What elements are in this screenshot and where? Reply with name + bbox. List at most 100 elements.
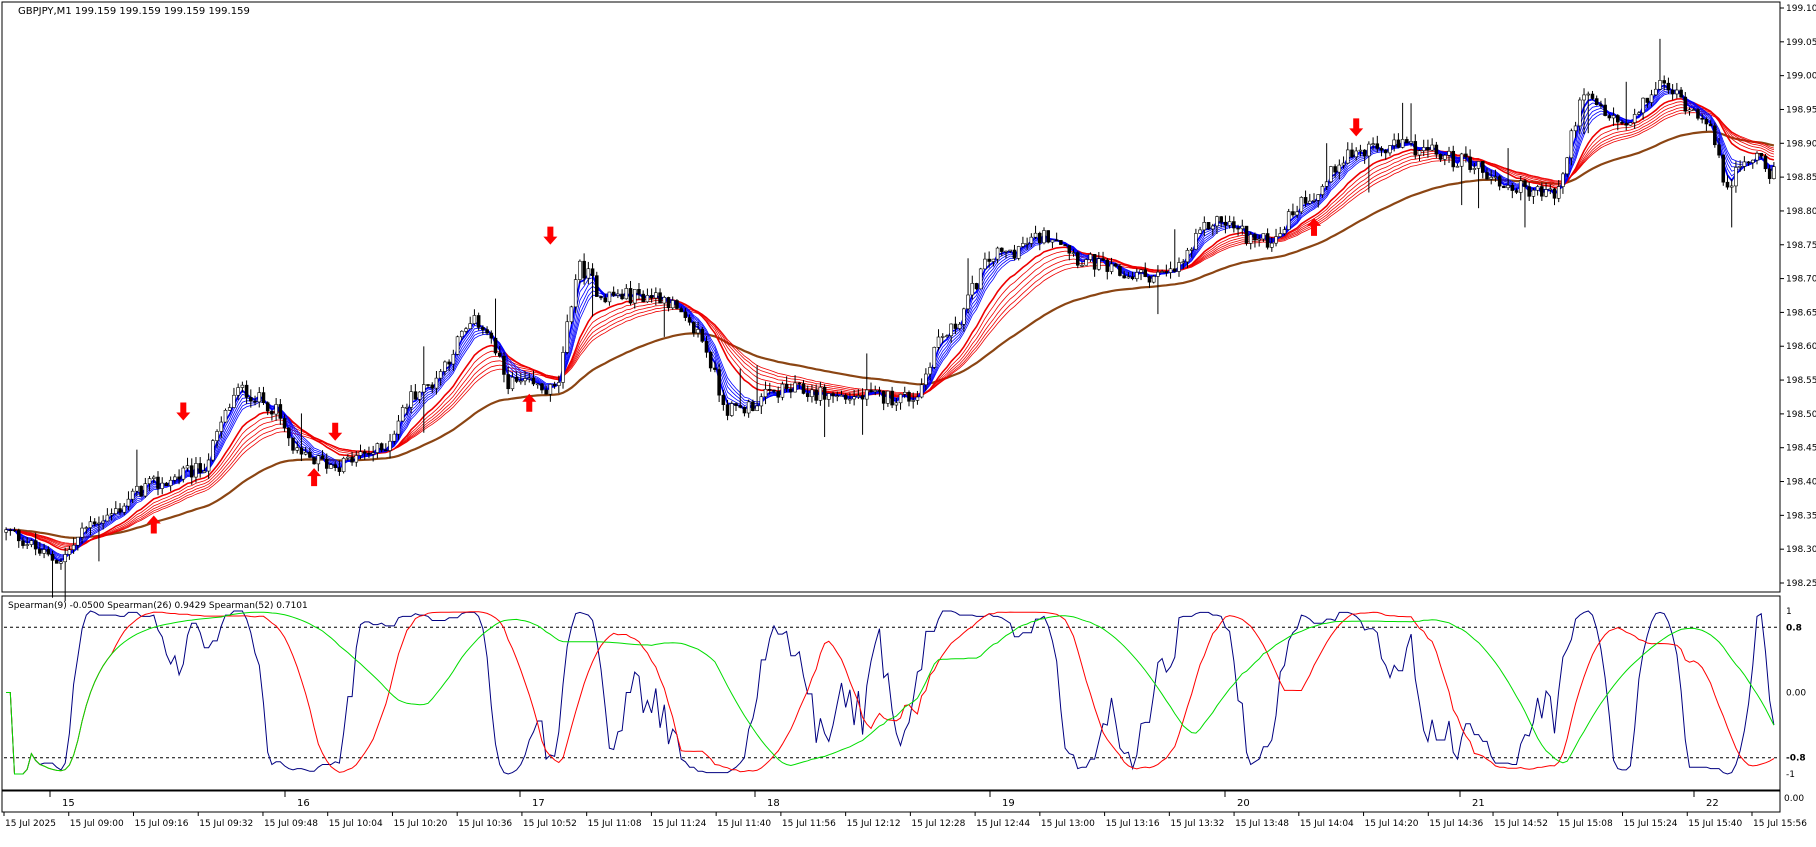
candle — [1324, 143, 1329, 191]
candle — [687, 314, 692, 326]
candle — [649, 288, 654, 303]
indicator-label: Spearman(9) -0.0500 Spearman(26) 0.9429 … — [8, 601, 308, 611]
candle — [177, 469, 181, 485]
candle — [287, 427, 291, 447]
candle — [1181, 259, 1186, 269]
candle — [1518, 176, 1523, 201]
candle — [1139, 269, 1143, 281]
candle — [337, 460, 342, 476]
candle — [645, 288, 650, 303]
candle — [253, 395, 257, 406]
buy-signal-arrow[interactable] — [522, 393, 537, 412]
indicator-tick-label: -0.8 — [1786, 754, 1806, 764]
buy-signal-arrow[interactable] — [1307, 217, 1322, 236]
candle — [907, 390, 911, 407]
candle — [447, 359, 451, 371]
candle — [793, 375, 797, 393]
candle — [1506, 148, 1510, 191]
candle — [683, 308, 688, 322]
time-label: 15 Jul 11:24 — [652, 819, 706, 829]
candle — [1645, 97, 1650, 108]
sell-signal-arrow[interactable] — [328, 422, 343, 441]
candle — [1396, 133, 1401, 149]
sell-signal-arrow[interactable] — [543, 226, 558, 245]
candle — [552, 381, 557, 389]
candle — [814, 384, 818, 404]
candle — [1502, 185, 1506, 189]
indicator-bottom-label: 0.00 — [1784, 794, 1804, 804]
candle — [105, 508, 110, 522]
price-tick-label: 199.005 — [1786, 72, 1816, 82]
candle — [936, 329, 941, 351]
time-label: 15 Jul 12:12 — [847, 819, 901, 829]
indicator-axis[interactable]: 1 0.8 0.00 -0.8 -1 — [1786, 607, 1806, 780]
candle — [1556, 179, 1561, 203]
time-label: 15 Jul 15:24 — [1624, 819, 1678, 829]
candle — [1535, 184, 1540, 196]
candle — [21, 536, 25, 549]
candle — [489, 330, 494, 344]
candle — [1008, 249, 1013, 254]
candle — [1156, 265, 1160, 315]
candle — [1721, 154, 1726, 186]
candle — [1632, 108, 1637, 129]
sell-signal-arrow[interactable] — [1349, 118, 1364, 137]
spearman-9-line — [6, 610, 1775, 775]
candle — [1421, 139, 1426, 157]
candle — [1248, 231, 1253, 250]
candle — [1552, 187, 1557, 206]
candle — [860, 388, 865, 435]
candle — [1666, 77, 1671, 94]
candle — [915, 390, 920, 405]
indicator-levels — [4, 626, 1778, 759]
indicator-tick-label: 0.8 — [1786, 623, 1802, 633]
candle — [1274, 228, 1278, 247]
candle — [1658, 38, 1662, 91]
candle — [274, 398, 278, 421]
candle — [1400, 102, 1405, 149]
candle — [797, 382, 802, 390]
candle — [434, 371, 439, 395]
candle — [1565, 156, 1569, 178]
price-pane[interactable]: GBPJPY,M1 199.159 199.159 199.159 199.15… — [1, 1, 1781, 602]
price-tick-label: 198.655 — [1786, 308, 1816, 318]
candle — [966, 258, 970, 314]
signal-arrows — [146, 118, 1364, 534]
candle — [443, 360, 447, 376]
candle — [71, 537, 76, 554]
candle — [818, 382, 823, 406]
sell-signal-arrow[interactable] — [176, 402, 191, 421]
time-label: 15 Jul 12:44 — [976, 819, 1030, 829]
candle — [497, 345, 502, 358]
candle — [1143, 262, 1148, 278]
candle — [76, 536, 80, 551]
price-axis[interactable]: 199.105 199.055 199.005 198.955 198.905 198.8… — [1780, 4, 1816, 589]
candle — [881, 390, 886, 411]
candle — [299, 413, 304, 462]
candle — [1696, 108, 1700, 121]
candle — [1683, 92, 1688, 115]
candle — [983, 252, 987, 270]
candle — [1278, 226, 1283, 238]
candle — [1173, 229, 1177, 273]
candle — [730, 401, 734, 417]
candle — [464, 326, 468, 334]
spearman-52-line — [6, 611, 1775, 775]
candle — [510, 371, 515, 392]
time-label: 15 Jul 15:56 — [1753, 819, 1807, 829]
candle — [675, 299, 679, 310]
buy-signal-arrow[interactable] — [307, 468, 322, 487]
candle — [1236, 224, 1240, 236]
candle — [603, 293, 607, 304]
candle — [147, 476, 152, 491]
candle — [1489, 170, 1493, 185]
trend-ma-line — [6, 130, 1775, 539]
candle — [599, 295, 603, 301]
candle — [1160, 269, 1164, 273]
candle — [1472, 162, 1477, 175]
buy-signal-arrow[interactable] — [146, 515, 161, 534]
price-tick-label: 198.405 — [1786, 478, 1816, 488]
time-axis[interactable]: 15 Jul 2025 15 Jul 09:00 15 Jul 09:16 15 Ju… — [3, 812, 1807, 829]
indicator-pane[interactable]: Spearman(9) -0.0500 Spearman(26) 0.9429 … — [1, 595, 1781, 791]
